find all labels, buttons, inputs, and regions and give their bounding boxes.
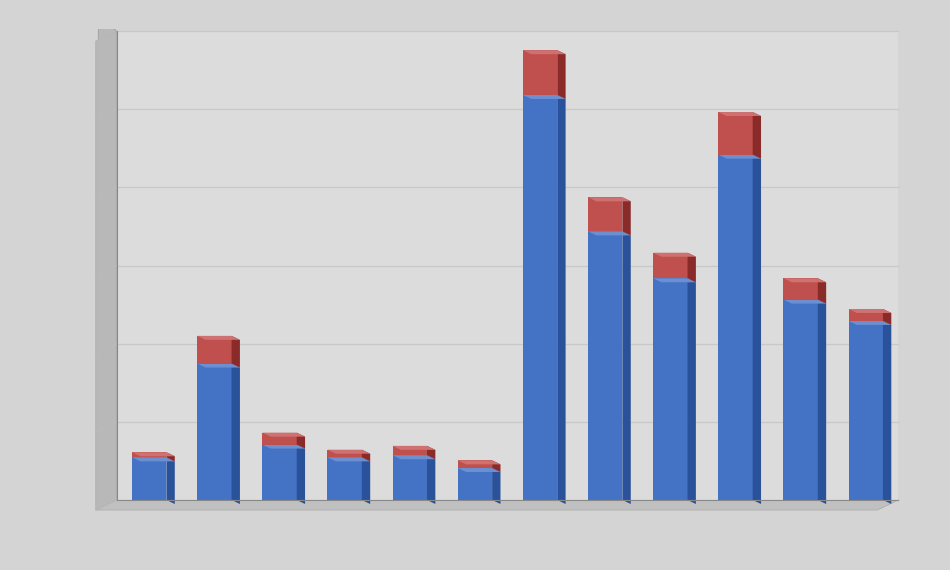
Polygon shape: [718, 154, 752, 500]
Polygon shape: [132, 457, 166, 500]
Polygon shape: [883, 309, 891, 325]
Polygon shape: [654, 253, 688, 278]
Polygon shape: [688, 278, 696, 504]
Polygon shape: [848, 309, 891, 313]
Polygon shape: [718, 112, 752, 154]
Polygon shape: [492, 461, 501, 472]
Polygon shape: [132, 457, 175, 461]
Polygon shape: [458, 461, 492, 468]
Polygon shape: [588, 231, 622, 500]
Polygon shape: [654, 278, 696, 282]
Polygon shape: [558, 50, 565, 99]
Polygon shape: [198, 336, 240, 340]
Polygon shape: [522, 50, 558, 95]
Polygon shape: [588, 231, 631, 235]
Polygon shape: [784, 278, 818, 300]
Polygon shape: [784, 300, 826, 304]
Polygon shape: [848, 321, 883, 500]
Polygon shape: [198, 364, 240, 368]
Polygon shape: [588, 197, 622, 231]
Polygon shape: [117, 31, 899, 500]
Polygon shape: [362, 450, 370, 461]
Polygon shape: [784, 278, 826, 282]
Polygon shape: [328, 457, 371, 461]
Polygon shape: [262, 433, 305, 437]
Polygon shape: [392, 455, 427, 500]
Polygon shape: [262, 433, 296, 445]
Polygon shape: [232, 336, 240, 368]
Polygon shape: [492, 468, 501, 504]
Polygon shape: [262, 445, 305, 449]
Polygon shape: [427, 455, 435, 504]
Polygon shape: [654, 278, 688, 500]
Polygon shape: [262, 445, 296, 500]
Polygon shape: [458, 468, 492, 500]
Polygon shape: [392, 446, 427, 455]
Polygon shape: [522, 50, 565, 54]
Polygon shape: [392, 446, 435, 450]
Polygon shape: [458, 461, 501, 465]
Polygon shape: [96, 500, 899, 510]
Polygon shape: [883, 321, 891, 504]
Polygon shape: [392, 455, 435, 459]
Polygon shape: [622, 231, 631, 504]
Polygon shape: [458, 468, 501, 472]
Polygon shape: [654, 253, 696, 256]
Polygon shape: [784, 300, 818, 500]
Polygon shape: [296, 433, 305, 449]
Polygon shape: [198, 336, 232, 364]
Polygon shape: [232, 364, 240, 504]
Polygon shape: [362, 457, 370, 504]
Polygon shape: [328, 457, 362, 500]
Polygon shape: [296, 445, 305, 504]
Polygon shape: [132, 452, 175, 456]
Polygon shape: [752, 112, 761, 158]
Polygon shape: [752, 154, 761, 504]
Polygon shape: [818, 300, 826, 504]
Polygon shape: [132, 452, 166, 457]
Polygon shape: [328, 450, 371, 454]
Polygon shape: [522, 95, 565, 99]
Polygon shape: [98, 14, 117, 500]
Polygon shape: [818, 278, 826, 304]
Polygon shape: [166, 452, 175, 461]
Polygon shape: [688, 253, 696, 282]
Polygon shape: [96, 31, 117, 510]
Polygon shape: [588, 197, 631, 201]
Polygon shape: [848, 309, 883, 321]
Polygon shape: [522, 95, 558, 500]
Polygon shape: [166, 457, 175, 504]
Polygon shape: [198, 364, 232, 500]
Polygon shape: [427, 446, 435, 459]
Polygon shape: [848, 321, 891, 325]
Polygon shape: [718, 112, 761, 116]
Polygon shape: [622, 197, 631, 235]
Polygon shape: [718, 154, 761, 158]
Polygon shape: [328, 450, 362, 457]
Polygon shape: [558, 95, 565, 504]
